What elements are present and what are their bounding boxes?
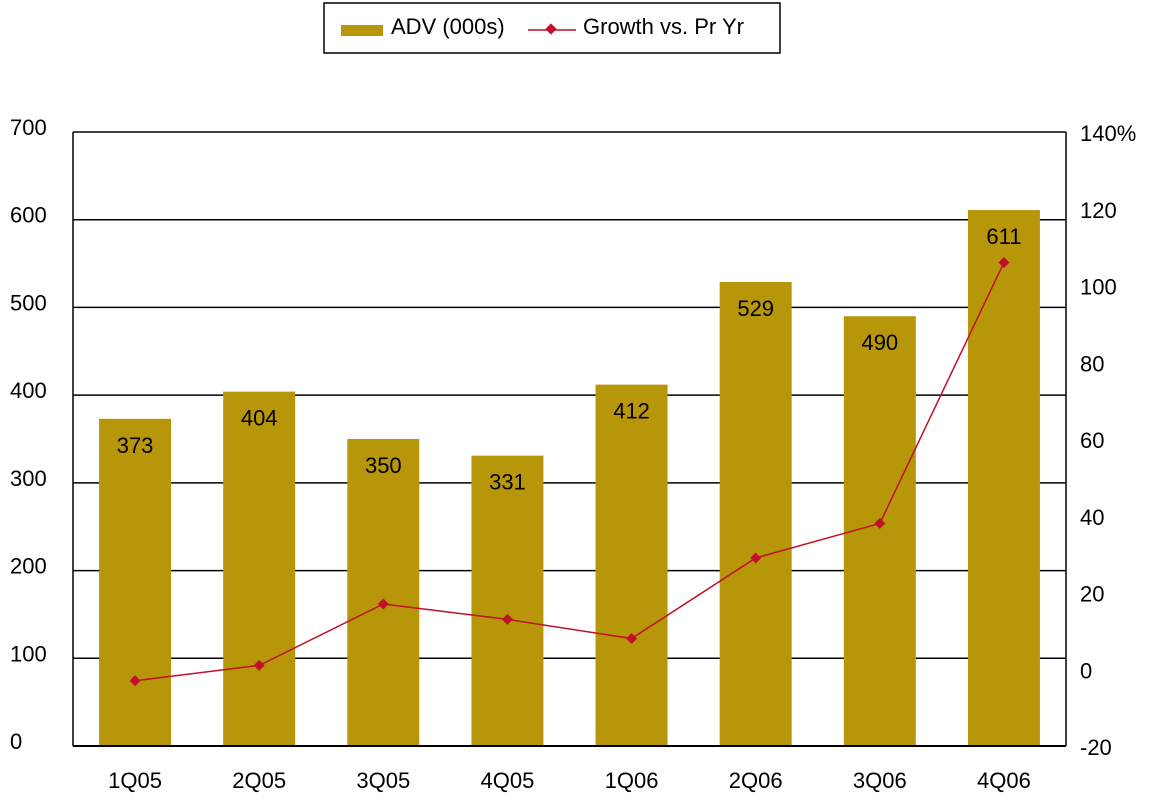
left-tick-400: 400 — [10, 378, 47, 403]
bar-label-1q05: 373 — [117, 433, 154, 458]
left-tick-200: 200 — [10, 554, 47, 579]
gridlines — [73, 218, 1066, 660]
x-axis-tick-labels: 1Q05 2Q05 3Q05 4Q05 1Q06 2Q06 3Q06 4Q06 — [108, 768, 1031, 793]
left-tick-600: 600 — [10, 203, 47, 228]
right-tick-0: 0 — [1080, 658, 1092, 683]
bar-label-3q06: 490 — [861, 330, 898, 355]
growth-point-3q05 — [377, 598, 389, 610]
growth-point-3q06 — [874, 517, 886, 529]
growth-point-2q06 — [750, 552, 762, 564]
right-tick-60: 60 — [1080, 428, 1104, 453]
x-tick-4q05: 4Q05 — [481, 768, 535, 793]
bar-label-1q06: 412 — [613, 399, 650, 424]
growth-point-1q05 — [129, 675, 141, 687]
x-tick-3q05: 3Q05 — [356, 768, 410, 793]
bar-data-labels: 373 404 350 331 412 529 490 611 — [117, 224, 1022, 495]
x-tick-3q06: 3Q06 — [853, 768, 907, 793]
growth-point-2q05 — [253, 659, 265, 671]
legend-bar-swatch — [341, 25, 383, 36]
left-tick-100: 100 — [10, 641, 47, 666]
left-tick-700: 700 — [10, 115, 47, 140]
left-tick-500: 500 — [10, 290, 47, 315]
bar-2q06 — [719, 281, 792, 746]
growth-point-4q05 — [501, 613, 513, 625]
right-tick-20: 20 — [1080, 582, 1104, 607]
bar-label-2q06: 529 — [737, 296, 774, 321]
growth-line — [134, 262, 1005, 682]
x-tick-2q06: 2Q06 — [729, 768, 783, 793]
right-tick-80: 80 — [1080, 351, 1104, 376]
plot-frame — [72, 131, 1067, 747]
x-tick-1q06: 1Q06 — [605, 768, 659, 793]
left-axis-tick-labels: 0 100 200 300 400 500 600 700 — [10, 115, 47, 754]
bars — [99, 210, 1040, 746]
bar-3q06 — [843, 316, 916, 746]
bar-4q05 — [471, 455, 544, 746]
right-tick-100: 100 — [1080, 275, 1117, 300]
legend-line-label: Growth vs. Pr Yr — [583, 14, 744, 39]
bar-label-3q05: 350 — [365, 453, 402, 478]
growth-line-series — [129, 256, 1010, 687]
bar-1q06 — [595, 384, 668, 746]
left-tick-0: 0 — [10, 729, 22, 754]
right-tick-120: 120 — [1080, 198, 1117, 223]
legend-bar-label: ADV (000s) — [391, 14, 505, 39]
legend: ADV (000s) Growth vs. Pr Yr — [323, 2, 781, 54]
bar-1q05 — [99, 418, 172, 746]
x-tick-1q05: 1Q05 — [108, 768, 162, 793]
x-tick-2q05: 2Q05 — [232, 768, 286, 793]
bar-3q05 — [347, 439, 420, 746]
right-tick-40: 40 — [1080, 505, 1104, 530]
bar-4q06 — [967, 210, 1040, 746]
left-tick-300: 300 — [10, 466, 47, 491]
bar-label-4q05: 331 — [489, 470, 526, 495]
bar-label-4q06: 611 — [986, 224, 1021, 249]
right-tick-140: 140% — [1080, 121, 1136, 146]
bar-2q05 — [223, 391, 296, 746]
growth-point-1q06 — [626, 633, 638, 645]
right-tick--20: -20 — [1080, 735, 1112, 760]
right-axis-tick-labels: -20 0 20 40 60 80 100 120 140% — [1080, 121, 1136, 760]
bar-label-2q05: 404 — [241, 406, 278, 431]
growth-point-4q06 — [998, 256, 1010, 268]
x-tick-4q06: 4Q06 — [977, 768, 1031, 793]
